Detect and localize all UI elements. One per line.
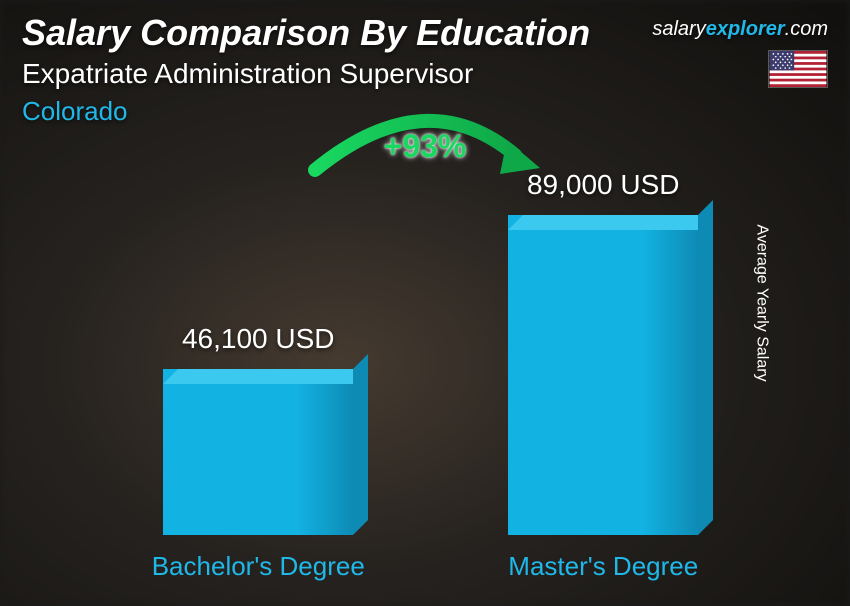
bar-label: Master's Degree bbox=[508, 551, 698, 582]
bar-side-face bbox=[698, 200, 713, 535]
watermark-prefix: salary bbox=[652, 18, 705, 40]
bar-value: 46,100 USD bbox=[182, 323, 335, 355]
bar bbox=[508, 215, 698, 535]
flag-icon bbox=[768, 50, 828, 88]
bar bbox=[163, 369, 353, 535]
increase-percent: +93% bbox=[384, 128, 467, 165]
watermark-accent: explorer bbox=[706, 18, 785, 40]
content-layer: Salary Comparison By Education Expatriat… bbox=[0, 0, 850, 606]
bar-front-face bbox=[163, 369, 353, 535]
bar-group: 89,000 USDMaster's Degree bbox=[508, 169, 698, 582]
watermark: salaryexplorer.com bbox=[652, 18, 828, 41]
page-title: Salary Comparison By Education bbox=[22, 12, 590, 54]
bar-group: 46,100 USD Bachelor's Degree bbox=[152, 323, 365, 582]
bar-label: Bachelor's Degree bbox=[152, 551, 365, 582]
bar-side-face bbox=[353, 354, 368, 535]
bar-front-face bbox=[508, 215, 698, 535]
watermark-suffix: .com bbox=[785, 18, 828, 40]
location-label: Colorado bbox=[22, 96, 128, 127]
bar-top-face bbox=[163, 369, 368, 384]
bar-top-face bbox=[508, 215, 713, 230]
job-title: Expatriate Administration Supervisor bbox=[22, 58, 473, 90]
